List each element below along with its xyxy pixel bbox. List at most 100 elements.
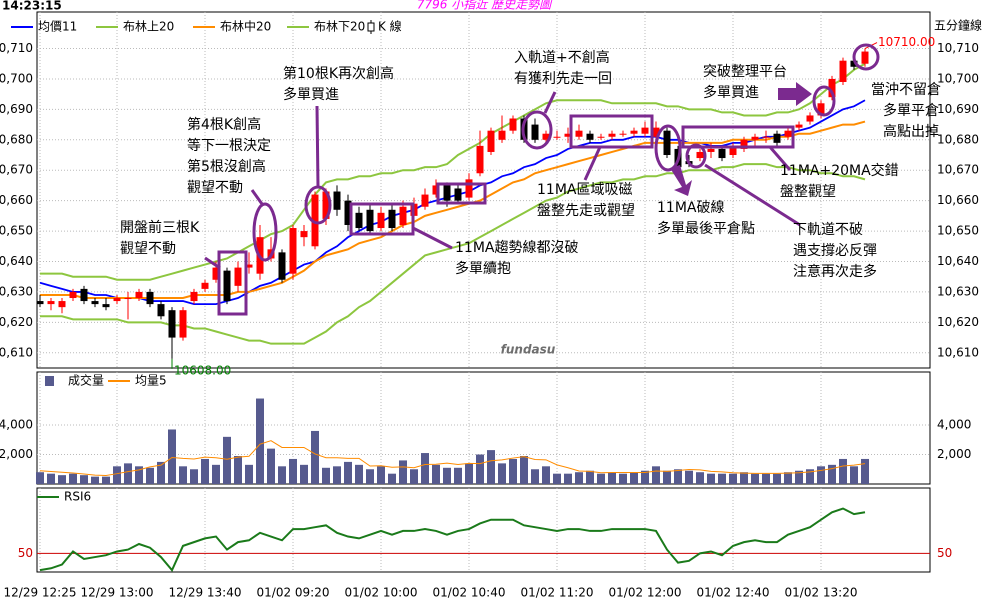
annotation: 11MA破線 bbox=[657, 200, 724, 216]
candle-body bbox=[850, 60, 858, 67]
markup-ellipse bbox=[654, 124, 682, 172]
candle-body bbox=[498, 130, 506, 140]
candle-body bbox=[465, 179, 473, 198]
candle-body bbox=[751, 136, 759, 140]
volume-bar bbox=[377, 466, 385, 484]
volume-bar bbox=[179, 466, 187, 484]
markup-ellipse bbox=[812, 85, 836, 117]
volume-bar bbox=[498, 463, 506, 484]
volume-bar bbox=[69, 473, 77, 484]
series-line bbox=[40, 120, 866, 300]
markup-box bbox=[681, 125, 795, 149]
volume-bar bbox=[399, 460, 407, 484]
volume-bar bbox=[696, 472, 704, 484]
candle-body bbox=[553, 136, 561, 138]
volume-bar bbox=[421, 453, 429, 484]
candle-body bbox=[817, 103, 825, 116]
markup-box bbox=[436, 182, 487, 205]
candle-body bbox=[784, 130, 792, 137]
series-line bbox=[39, 440, 866, 476]
volume-bar bbox=[817, 466, 825, 484]
annotation: 觀望不動 bbox=[120, 241, 176, 257]
volume-bar bbox=[476, 454, 484, 484]
volume-bar bbox=[168, 429, 176, 484]
candle-body bbox=[663, 130, 671, 156]
candle-body bbox=[168, 310, 176, 338]
legend-label: RSI6 bbox=[64, 490, 91, 504]
annotation: 突破整理平台 bbox=[703, 64, 787, 80]
y-tick-label-right: 10,690 bbox=[937, 102, 979, 116]
y-tick-label-right: 10,660 bbox=[937, 193, 979, 207]
annotation: 下軌道不破 bbox=[793, 222, 863, 238]
y-tick-label-right: 10,680 bbox=[937, 132, 979, 146]
volume-bar bbox=[256, 398, 264, 484]
markup-line bbox=[412, 226, 453, 250]
y-tick-label-right: 50 bbox=[937, 546, 952, 560]
candle-body bbox=[861, 51, 869, 64]
volume-bar bbox=[443, 467, 451, 484]
volume-bar bbox=[707, 473, 715, 484]
clock: 14:23:15 bbox=[2, 0, 62, 13]
x-tick-label: 01/02 12:40 bbox=[697, 586, 770, 600]
annotation: 有獲利先走一回 bbox=[514, 71, 612, 87]
volume-bar bbox=[839, 458, 847, 484]
volume-bar bbox=[652, 466, 660, 484]
volume-bar bbox=[80, 475, 88, 484]
candle-body bbox=[476, 145, 484, 174]
volume-bar bbox=[212, 464, 220, 484]
candle-body bbox=[113, 298, 121, 302]
y-tick-label-right: 10,610 bbox=[937, 345, 979, 359]
candle-body bbox=[91, 301, 99, 305]
price-panel bbox=[36, 11, 931, 369]
markup-line bbox=[250, 189, 264, 205]
markup-arrow bbox=[778, 82, 812, 106]
annotation: 第10根K再次創高 bbox=[283, 65, 394, 82]
volume-bar bbox=[124, 463, 132, 484]
volume-bar bbox=[740, 472, 748, 484]
markup-ellipse bbox=[852, 43, 880, 71]
annotation: 多單續抱 bbox=[455, 260, 511, 277]
volume-bar bbox=[410, 469, 418, 484]
y-tick-label-left: 10,630 bbox=[0, 284, 33, 298]
candle-body bbox=[102, 304, 110, 308]
x-tick-label: 01/02 13:20 bbox=[785, 586, 858, 600]
candle-body bbox=[388, 209, 396, 229]
markup-line bbox=[583, 146, 602, 181]
annotation: 盤整先走或觀望 bbox=[537, 203, 635, 219]
candle-body bbox=[729, 145, 737, 156]
volume-bar bbox=[795, 470, 803, 484]
candle-body bbox=[432, 185, 440, 195]
candle-body bbox=[223, 270, 231, 302]
candle-body bbox=[190, 291, 198, 302]
volume-bar bbox=[619, 473, 627, 484]
volume-bar bbox=[432, 464, 440, 484]
y-tick-label-left: 10,660 bbox=[0, 193, 33, 207]
y-tick-label-left: 10,700 bbox=[0, 71, 33, 85]
volume-bar bbox=[597, 473, 605, 484]
volume-bar bbox=[289, 458, 297, 484]
volume-bar bbox=[454, 467, 462, 484]
candle-body bbox=[487, 130, 495, 152]
candle-body bbox=[575, 130, 583, 137]
volume-bar bbox=[784, 472, 792, 484]
legend-label: 布林上20 bbox=[123, 20, 174, 34]
candle-body bbox=[146, 291, 154, 305]
volume-bar bbox=[190, 469, 198, 484]
y-tick-label-left: 10,680 bbox=[0, 132, 33, 146]
annotation: 等下一根決定 bbox=[187, 137, 271, 154]
volume-bar bbox=[575, 472, 583, 484]
candle-body bbox=[630, 130, 638, 134]
y-tick-label-right: 10,700 bbox=[937, 71, 979, 85]
volume-bar bbox=[278, 466, 286, 484]
series-line bbox=[40, 62, 866, 281]
annotation: 第5根沒創高 bbox=[187, 158, 266, 175]
volume-bar bbox=[355, 464, 363, 484]
volume-bar bbox=[564, 473, 572, 484]
series-line bbox=[40, 163, 866, 345]
candle-body bbox=[212, 267, 220, 280]
y-tick-label-right: 4,000 bbox=[937, 418, 971, 432]
markup-box bbox=[569, 114, 654, 149]
candle-body bbox=[696, 151, 704, 159]
annotation: 多單最後平倉點 bbox=[657, 220, 755, 237]
